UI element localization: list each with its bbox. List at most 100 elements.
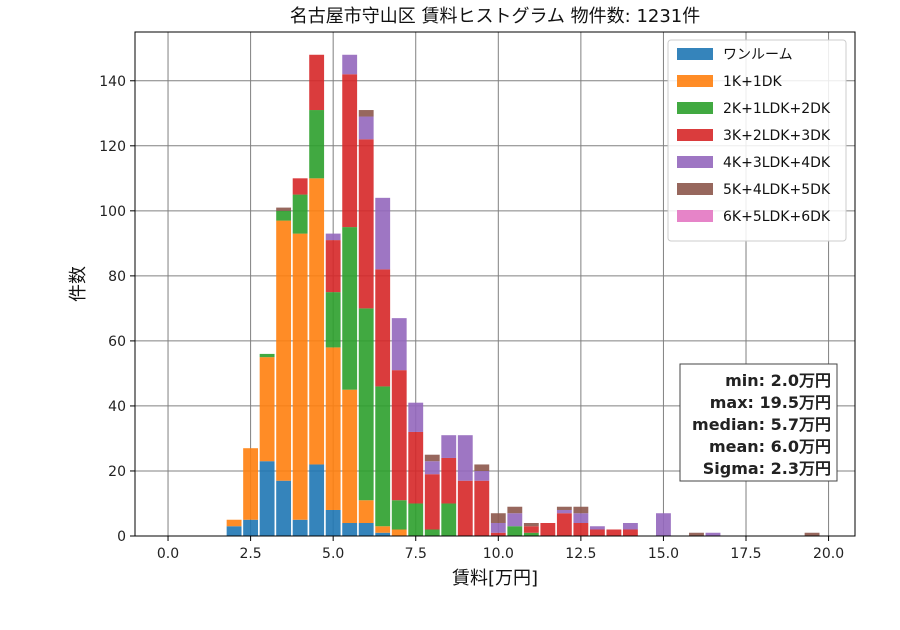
x-tick-label: 0.0 bbox=[157, 546, 179, 562]
histogram-bar bbox=[226, 519, 242, 527]
bars bbox=[226, 54, 820, 536]
histogram-bar bbox=[441, 435, 457, 458]
stats-frame bbox=[679, 363, 838, 482]
histogram-bar bbox=[474, 464, 490, 471]
histogram-bar bbox=[408, 503, 424, 536]
histogram-bar bbox=[540, 522, 556, 536]
histogram-bar bbox=[474, 470, 490, 481]
histogram-bar bbox=[589, 529, 605, 536]
legend-swatch bbox=[677, 183, 713, 195]
histogram-bar bbox=[309, 54, 325, 111]
stats-line: median: 5.7万円 bbox=[692, 415, 831, 434]
y-tick-label: 140 bbox=[99, 74, 126, 90]
histogram-bar bbox=[556, 513, 572, 536]
histogram-bar bbox=[523, 532, 539, 536]
histogram-bar bbox=[243, 519, 259, 536]
y-tick-label: 120 bbox=[99, 139, 126, 155]
histogram-bar bbox=[276, 210, 292, 221]
y-axis-label: 件数 bbox=[68, 266, 89, 302]
histogram-bar bbox=[292, 178, 308, 195]
legend-swatch bbox=[677, 48, 713, 60]
histogram-bar bbox=[573, 506, 589, 514]
histogram-bar bbox=[523, 522, 539, 527]
histogram-bar bbox=[309, 178, 325, 465]
histogram-bar bbox=[325, 509, 341, 536]
histogram-bar bbox=[457, 435, 473, 481]
histogram-bar bbox=[358, 500, 374, 523]
histogram-bar bbox=[358, 308, 374, 501]
legend-label: 4K+3LDK+4DK bbox=[723, 155, 831, 171]
histogram-bar bbox=[358, 522, 374, 536]
x-tick-label: 2.5 bbox=[239, 546, 261, 562]
histogram-bar bbox=[292, 519, 308, 536]
y-tick-label: 80 bbox=[108, 269, 126, 285]
histogram-bar bbox=[705, 532, 721, 536]
histogram-bar bbox=[490, 532, 506, 536]
histogram-bar bbox=[325, 233, 341, 241]
x-tick-label: 12.5 bbox=[565, 546, 596, 562]
histogram-bar bbox=[375, 532, 391, 536]
histogram-bar bbox=[474, 480, 490, 536]
histogram-bar bbox=[441, 457, 457, 504]
histogram-bar bbox=[523, 526, 539, 533]
histogram-bar bbox=[391, 318, 407, 371]
histogram-bar bbox=[424, 529, 440, 536]
stats-line: max: 19.5万円 bbox=[710, 393, 831, 412]
histogram-bar bbox=[375, 269, 391, 387]
histogram-bar bbox=[342, 227, 358, 390]
histogram-bar bbox=[507, 526, 523, 536]
legend-label: 2K+1LDK+2DK bbox=[723, 101, 831, 117]
legend-label: ワンルーム bbox=[723, 47, 793, 63]
histogram-bar bbox=[424, 454, 440, 462]
histogram-bar bbox=[309, 110, 325, 179]
histogram-bar bbox=[259, 353, 275, 358]
histogram-bar bbox=[507, 506, 523, 514]
histogram-bar bbox=[325, 240, 341, 293]
x-tick-label: 10.0 bbox=[483, 546, 514, 562]
histogram-bar bbox=[325, 347, 341, 510]
histogram-bar bbox=[441, 503, 457, 536]
x-tick-label: 15.0 bbox=[648, 546, 679, 562]
legend-swatch bbox=[677, 102, 713, 114]
histogram-bar bbox=[243, 448, 259, 520]
y-tick-label: 0 bbox=[117, 529, 126, 545]
histogram-bar bbox=[556, 509, 572, 514]
histogram-bar bbox=[358, 116, 374, 140]
histogram-bar bbox=[342, 54, 358, 75]
histogram-bar bbox=[358, 110, 374, 117]
histogram-bar bbox=[490, 522, 506, 533]
histogram-bar bbox=[342, 389, 358, 523]
histogram-bar bbox=[507, 513, 523, 527]
histogram-bar bbox=[276, 207, 292, 211]
histogram-bar bbox=[408, 431, 424, 504]
histogram-bar bbox=[391, 529, 407, 536]
histogram-bar bbox=[622, 522, 638, 530]
histogram-bar bbox=[226, 526, 242, 536]
histogram-bar bbox=[457, 480, 473, 536]
axis-ticks: 0.0 2.5 5.0 7.5 10.0 12.5 15.0 17.5 20.0 0 20 40 60 8… bbox=[99, 74, 844, 562]
histogram-bar bbox=[309, 464, 325, 536]
legend-label: 3K+2LDK+3DK bbox=[723, 128, 831, 144]
legend-label: 5K+4LDK+5DK bbox=[723, 182, 831, 198]
histogram-bar bbox=[292, 233, 308, 520]
x-tick-label: 5.0 bbox=[322, 546, 344, 562]
x-tick-label: 17.5 bbox=[730, 546, 761, 562]
histogram-bar bbox=[391, 500, 407, 530]
histogram-bar bbox=[259, 357, 275, 462]
histogram-bar bbox=[622, 529, 638, 536]
stats-box: min: 2.0万円 max: 19.5万円 median: 5.7万円 mean: … bbox=[679, 363, 838, 482]
histogram-bar bbox=[424, 474, 440, 530]
legend-label: 6K+5LDK+6DK bbox=[723, 209, 831, 225]
histogram-bar bbox=[589, 526, 605, 530]
histogram-bar bbox=[391, 370, 407, 501]
histogram-bar bbox=[276, 220, 292, 481]
histogram-bar bbox=[408, 402, 424, 432]
legend-label: 1K+1DK bbox=[723, 74, 783, 90]
histogram-bar bbox=[573, 522, 589, 536]
histogram-bar bbox=[342, 74, 358, 228]
histogram-bar bbox=[276, 480, 292, 536]
legend-swatch bbox=[677, 129, 713, 141]
histogram-bar bbox=[292, 194, 308, 234]
histogram-bar bbox=[325, 292, 341, 348]
